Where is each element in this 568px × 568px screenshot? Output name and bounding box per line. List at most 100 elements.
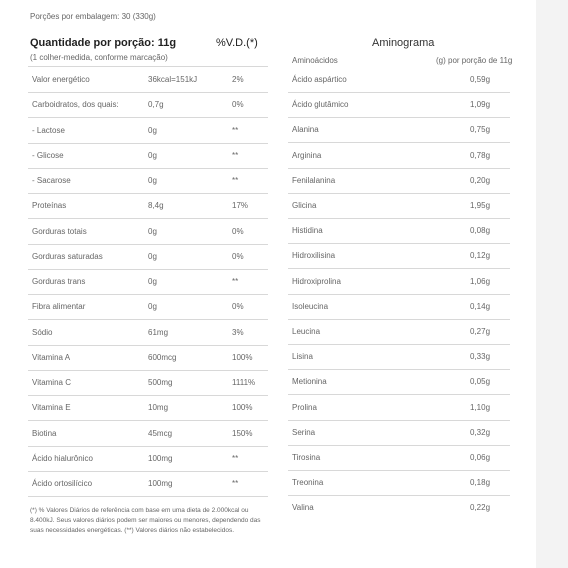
row-line	[28, 218, 268, 220]
amino-name: Hidroxilisina	[292, 251, 336, 261]
nutrient-dv: 100%	[232, 403, 253, 413]
row-line	[288, 419, 510, 421]
nutrient-amount: 0g	[148, 277, 157, 286]
nutrient-name: Sódio	[32, 327, 53, 337]
row-line	[288, 243, 510, 245]
row-line	[288, 369, 510, 371]
nutrient-amount: 36kcal=151kJ	[148, 75, 198, 84]
row-line	[28, 420, 268, 422]
nutrient-amount: 0g	[148, 176, 157, 185]
nutrient-name: Gorduras saturadas	[32, 251, 103, 261]
header-line	[28, 66, 268, 67]
nutrient-name: Vitamina C	[32, 378, 71, 387]
amino-name: Glicina	[292, 201, 317, 210]
nutrient-amount: 0g	[148, 251, 157, 261]
amino-name: Alanina	[292, 125, 319, 135]
amino-name: Ácido glutâmico	[292, 100, 349, 110]
nutrient-amount: 0g	[148, 150, 157, 160]
row-line	[288, 167, 510, 169]
amino-amount: 0,22g	[470, 503, 491, 513]
row-line	[288, 444, 510, 446]
row-line	[28, 470, 268, 472]
row-line	[28, 369, 268, 371]
row-line	[28, 395, 268, 396]
row-line	[288, 344, 510, 345]
nutrition-subtitle: (1 colher-medida, conforme marcação)	[30, 53, 168, 62]
nutrient-amount: 61mg	[148, 327, 169, 337]
amino-name: Arginina	[292, 150, 322, 160]
serving-info: Porções por embalagem: 30 (330g)	[30, 12, 156, 21]
amino-amount: 1,95g	[470, 201, 491, 210]
row-line	[288, 293, 510, 295]
nutrient-dv: **	[232, 150, 239, 160]
nutrient-amount: 10mg	[148, 403, 169, 413]
aminogram-title: Aminograma	[372, 37, 435, 49]
nutrient-amount: 8,4g	[148, 201, 164, 211]
row-line	[28, 117, 268, 119]
amino-amount: 0,05g	[470, 377, 491, 387]
nutrient-name: - Glicose	[32, 150, 64, 160]
nutrient-amount: 0g	[148, 302, 157, 312]
amino-name: Serina	[292, 427, 316, 437]
nutrient-dv: 150%	[232, 428, 253, 438]
nutrient-name: Ácido ortosilícico	[32, 479, 93, 488]
row-line	[28, 445, 268, 447]
nutrient-dv: **	[232, 176, 239, 185]
row-line	[28, 193, 268, 194]
nutrient-name: Valor energético	[32, 75, 90, 84]
nutrient-dv: 100%	[232, 352, 253, 362]
amino-name: Fenilalanina	[292, 175, 336, 185]
dv-header: %V.D.(*)	[216, 37, 258, 49]
amino-name: Tirosina	[292, 453, 321, 462]
side-strip	[536, 0, 568, 568]
nutrient-dv: **	[232, 453, 239, 463]
amino-amount: 0,27g	[470, 327, 491, 336]
row-line	[28, 294, 268, 295]
amino-name: Leucina	[292, 327, 321, 336]
row-line	[288, 218, 510, 219]
row-line	[288, 192, 510, 194]
nutrient-dv: **	[232, 125, 239, 135]
row-line	[28, 167, 268, 169]
nutrient-dv: **	[232, 479, 239, 488]
row-line	[28, 92, 268, 93]
amino-name: Metionina	[292, 377, 327, 387]
amino-amount: 0,75g	[470, 125, 491, 135]
amino-amount: 0,20g	[470, 175, 491, 185]
nutrient-name: Gorduras totais	[32, 226, 87, 236]
row-line	[288, 394, 510, 396]
nutrient-amount: 100mg	[148, 479, 173, 488]
row-line	[28, 268, 268, 270]
nutrient-amount: 0g	[148, 226, 157, 236]
row-line	[28, 344, 268, 346]
aminogram-col-name: Aminoácidos	[292, 56, 338, 65]
nutrient-name: Biotina	[32, 428, 57, 438]
nutrient-dv: 3%	[232, 327, 244, 337]
amino-amount: 1,09g	[470, 100, 491, 110]
amino-amount: 0,06g	[470, 453, 491, 462]
amino-amount: 0,12g	[470, 251, 491, 261]
row-line	[288, 92, 510, 93]
nutrient-dv: 17%	[232, 201, 249, 211]
amino-amount: 0,32g	[470, 427, 491, 437]
row-line	[28, 496, 268, 497]
nutrient-amount: 0,7g	[148, 100, 164, 110]
amino-amount: 0,08g	[470, 226, 491, 236]
row-line	[288, 495, 510, 497]
amino-amount: 0,33g	[470, 352, 491, 362]
nutrient-dv: **	[232, 277, 239, 286]
amino-name: Isoleucina	[292, 301, 329, 311]
amino-name: Histidina	[292, 226, 323, 236]
row-line	[288, 268, 510, 270]
nutrient-dv: 2%	[232, 75, 244, 84]
amino-amount: 0,18g	[470, 478, 491, 488]
amino-amount: 0,78g	[470, 150, 491, 160]
nutrient-amount: 500mg	[148, 378, 173, 387]
amino-name: Lisina	[292, 352, 313, 362]
amino-name: Valina	[292, 503, 314, 513]
nutrient-amount: 0g	[148, 125, 157, 135]
nutrient-name: Gorduras trans	[32, 277, 86, 286]
row-line	[28, 243, 268, 245]
row-line	[288, 470, 510, 471]
